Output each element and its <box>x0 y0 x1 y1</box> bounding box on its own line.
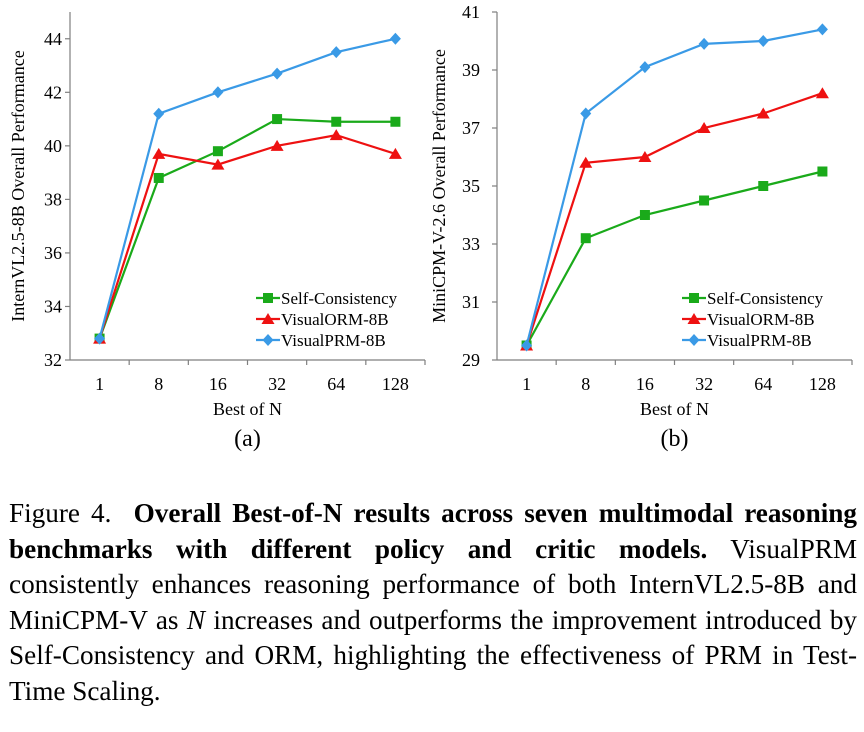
y-tick-label: 31 <box>462 292 480 312</box>
series-line-visualprm-8b <box>525 28 823 346</box>
y-tick-label: 42 <box>44 82 62 102</box>
y-tick-label: 39 <box>462 60 480 80</box>
data-point-self-consistency <box>212 146 223 157</box>
x-tick-label: 64 <box>327 374 345 394</box>
y-tick-label: 36 <box>44 243 62 263</box>
data-point-self-consistency <box>817 166 828 177</box>
data-point-visualprm-8b <box>330 46 342 59</box>
data-point-self-consistency <box>580 233 591 244</box>
x-tick-label: 32 <box>268 374 286 394</box>
data-point-visualorm-8b <box>579 156 593 168</box>
x-tick-label: 16 <box>209 374 227 394</box>
data-point-self-consistency <box>153 172 164 183</box>
legend-marker <box>262 334 274 346</box>
x-tick-label: 64 <box>754 374 772 394</box>
y-tick-label: 40 <box>44 136 62 156</box>
data-point-visualprm-8b <box>153 107 165 120</box>
legend-entry: VisualPRM-8B <box>707 331 812 350</box>
x-tick-label: 8 <box>154 374 163 394</box>
chart-panel-1: 32 34 36 38 40 42 44 1 8 16 32 64 128 Best of N Intern… <box>8 12 426 452</box>
caption-title: Overall Best-of-N results across seven m… <box>9 498 857 564</box>
x-tick-label: 128 <box>382 374 409 394</box>
data-point-visualprm-8b <box>757 35 769 47</box>
x-tick-label: 16 <box>636 374 654 394</box>
data-point-visualorm-8b <box>270 139 284 151</box>
data-point-visualprm-8b <box>212 86 224 99</box>
legend-marker <box>263 293 273 303</box>
data-point-self-consistency <box>390 116 401 127</box>
y-tick-label: 32 <box>44 350 62 370</box>
data-point-visualprm-8b <box>521 339 533 352</box>
caption-label: Figure 4. <box>9 498 112 528</box>
legend-entry: VisualORM-8B <box>707 310 815 329</box>
y-tick-label: 44 <box>44 29 62 49</box>
y-axis-label: MiniCPM-V-2.6 Overall Performance <box>429 49 449 323</box>
y-axis-label: InternVL2.5-8B Overall Performance <box>8 50 28 321</box>
data-point-self-consistency <box>331 116 342 127</box>
legend-entry: Self-Consistency <box>707 289 824 308</box>
figure-charts: 32 34 36 38 40 42 44 1 8 16 32 64 128 Best of N Intern… <box>8 2 853 452</box>
x-tick-label: 128 <box>809 374 836 394</box>
y-tick-label: 29 <box>462 350 480 370</box>
caption-n-symbol: N <box>186 604 206 635</box>
data-point-visualorm-8b <box>152 147 166 159</box>
figure-caption: Figure 4. Overall Best-of-N results acro… <box>9 496 857 709</box>
data-point-visualprm-8b <box>580 107 592 120</box>
data-point-visualorm-8b <box>211 158 225 170</box>
data-point-visualorm-8b <box>388 147 402 159</box>
data-point-visualorm-8b <box>638 151 652 162</box>
y-tick-label: 34 <box>44 296 62 316</box>
data-point-visualorm-8b <box>815 87 829 99</box>
data-point-visualprm-8b <box>698 37 710 50</box>
data-point-self-consistency <box>272 114 283 125</box>
legend-entry: VisualORM-8B <box>281 310 389 329</box>
data-point-visualorm-8b <box>756 107 770 119</box>
legend-marker <box>688 334 700 346</box>
legend-entry: Self-Consistency <box>281 289 398 308</box>
data-point-self-consistency <box>758 181 769 191</box>
y-tick-label: 41 <box>462 2 480 22</box>
data-point-visualprm-8b <box>94 332 106 345</box>
x-axis-label: Best of N <box>640 399 709 419</box>
panel-label: (b) <box>661 426 689 452</box>
x-tick-label: 1 <box>522 374 531 394</box>
series-line-visualorm-8b <box>525 92 823 346</box>
series-line-visualorm-8b <box>98 134 396 339</box>
data-point-self-consistency <box>699 195 710 206</box>
legend: Self-Consistency VisualORM-8B VisualPRM-8B <box>682 289 824 350</box>
legend-marker <box>689 293 699 303</box>
series-line-self-consistency <box>525 170 823 347</box>
legend-entry: VisualPRM-8B <box>281 331 386 350</box>
x-tick-label: 32 <box>695 374 713 394</box>
legend-marker <box>261 313 275 324</box>
series-line-self-consistency <box>98 117 396 339</box>
caption-body-2: increases and outperforms the improvemen… <box>9 604 858 706</box>
data-point-visualprm-8b <box>389 32 401 45</box>
data-point-visualorm-8b <box>697 122 711 133</box>
data-point-visualprm-8b <box>271 67 283 80</box>
caption-body-1: VisualPRM consistently enhances reasonin… <box>9 533 857 635</box>
legend-marker <box>687 313 701 324</box>
panel-label: (a) <box>234 426 261 452</box>
data-point-visualprm-8b <box>639 61 651 74</box>
series-line-visualprm-8b <box>98 37 396 339</box>
legend: Self-Consistency VisualORM-8B VisualPRM-8B <box>256 289 398 350</box>
chart-panel-2: 29 31 33 35 37 39 41 1 8 16 32 64 128 Best of N MiniCP… <box>429 2 853 452</box>
data-point-visualorm-8b <box>329 129 343 141</box>
y-tick-label: 37 <box>462 118 480 138</box>
x-axis-label: Best of N <box>213 399 282 419</box>
y-tick-label: 35 <box>462 176 480 196</box>
x-tick-label: 8 <box>581 374 590 394</box>
y-tick-label: 38 <box>44 189 62 209</box>
y-tick-label: 33 <box>462 234 480 254</box>
data-point-self-consistency <box>639 210 650 220</box>
data-point-visualprm-8b <box>816 23 828 36</box>
x-tick-label: 1 <box>95 374 104 394</box>
